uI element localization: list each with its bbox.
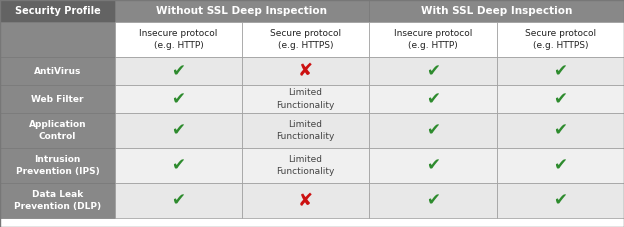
Text: Limited
Functionality: Limited Functionality	[276, 155, 334, 176]
Bar	[115, 113, 242, 148]
Text: ✔: ✔	[553, 62, 567, 80]
Text: ✘: ✘	[298, 192, 313, 210]
Text: ✔: ✔	[553, 156, 567, 175]
Bar	[369, 183, 497, 218]
Text: ✔: ✔	[553, 90, 567, 108]
Bar	[369, 22, 497, 57]
Text: ✔: ✔	[172, 62, 185, 80]
Text: ✔: ✔	[172, 121, 185, 140]
Text: Limited
Functionality: Limited Functionality	[276, 88, 334, 110]
Bar	[115, 57, 242, 85]
Text: ✔: ✔	[426, 62, 440, 80]
Text: Secure protocol
(e.g. HTTPS): Secure protocol (e.g. HTTPS)	[270, 30, 341, 49]
Bar	[497, 85, 624, 113]
Text: ✔: ✔	[172, 90, 185, 108]
Text: Web Filter: Web Filter	[31, 94, 84, 104]
Bar	[369, 148, 497, 183]
Text: With SSL Deep Inspection: With SSL Deep Inspection	[421, 6, 572, 16]
Bar	[369, 57, 497, 85]
Bar	[115, 22, 242, 57]
Bar	[369, 0, 624, 22]
Text: Limited
Functionality: Limited Functionality	[276, 120, 334, 141]
Bar	[242, 85, 369, 113]
Bar	[242, 57, 369, 85]
Text: ✔: ✔	[426, 192, 440, 210]
Text: Without SSL Deep Inspection: Without SSL Deep Inspection	[157, 6, 328, 16]
Text: Application
Control: Application Control	[29, 121, 86, 141]
Bar	[0, 0, 115, 22]
Text: Security Profile: Security Profile	[14, 6, 100, 16]
Bar	[0, 148, 115, 183]
Bar	[0, 113, 115, 148]
Text: ✔: ✔	[172, 156, 185, 175]
Bar	[0, 183, 115, 218]
Bar	[497, 22, 624, 57]
Bar	[0, 57, 115, 85]
Bar	[497, 113, 624, 148]
Text: ✔: ✔	[172, 192, 185, 210]
Bar	[369, 85, 497, 113]
Bar	[115, 183, 242, 218]
Bar	[497, 57, 624, 85]
Text: Insecure protocol
(e.g. HTTP): Insecure protocol (e.g. HTTP)	[139, 30, 218, 49]
Bar	[497, 148, 624, 183]
Bar	[115, 148, 242, 183]
Bar	[242, 148, 369, 183]
Text: Insecure protocol
(e.g. HTTP): Insecure protocol (e.g. HTTP)	[394, 30, 472, 49]
Bar	[242, 183, 369, 218]
Bar	[242, 22, 369, 57]
Text: ✔: ✔	[553, 121, 567, 140]
Bar	[0, 85, 115, 113]
Text: ✔: ✔	[426, 121, 440, 140]
Text: Data Leak
Prevention (DLP): Data Leak Prevention (DLP)	[14, 190, 101, 211]
Bar	[0, 22, 115, 57]
Bar	[242, 113, 369, 148]
Bar	[369, 113, 497, 148]
Text: ✔: ✔	[426, 156, 440, 175]
Text: ✘: ✘	[298, 62, 313, 80]
Text: Intrusion
Prevention (IPS): Intrusion Prevention (IPS)	[16, 155, 99, 175]
Text: ✔: ✔	[426, 90, 440, 108]
Text: AntiVirus: AntiVirus	[34, 67, 81, 76]
Text: ✔: ✔	[553, 192, 567, 210]
Text: Secure protocol
(e.g. HTTPS): Secure protocol (e.g. HTTPS)	[525, 30, 596, 49]
Bar	[497, 183, 624, 218]
Bar	[115, 85, 242, 113]
Bar	[115, 0, 369, 22]
